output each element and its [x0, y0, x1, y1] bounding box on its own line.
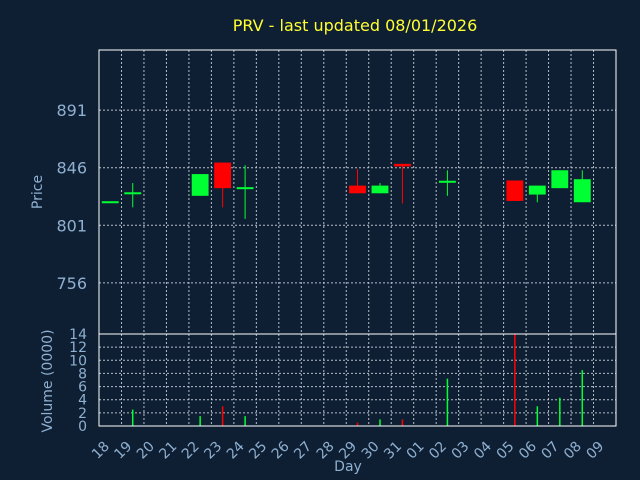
price-tick-labels: 756 801 846 891: [56, 101, 87, 293]
volume-bar: [131, 409, 134, 426]
day-tick-label: 03: [449, 439, 473, 463]
volume-bar: [379, 419, 381, 426]
price-tick-label: 756: [56, 274, 87, 293]
candles-group: [101, 162, 591, 219]
volume-tick-label: 12: [69, 340, 87, 356]
volume-tick-label: 8: [78, 366, 87, 382]
day-tick-label: 21: [156, 439, 180, 463]
volume-bar: [244, 416, 246, 426]
volume-axis-label: Volume (0000): [40, 329, 56, 432]
volume-tick-label: 4: [78, 393, 87, 409]
price-tick-label: 891: [56, 101, 87, 120]
volume-bar: [401, 419, 404, 426]
day-tick-label: 19: [111, 439, 135, 463]
candle-body: [438, 180, 456, 183]
volume-bar: [536, 406, 539, 426]
candle-body: [124, 192, 142, 195]
day-tick-labels: 1819202122232425262728293031010203040506…: [89, 439, 607, 463]
volume-bar: [581, 370, 584, 426]
candle-body: [236, 187, 254, 190]
volume-bar: [446, 378, 449, 426]
volume-bar: [559, 397, 561, 426]
day-tick-label: 26: [269, 439, 293, 463]
candle-body: [191, 174, 209, 196]
chart-title: PRV - last updated 08/01/2026: [233, 16, 478, 35]
volume-tick-label: 14: [69, 327, 87, 343]
candle-body: [528, 185, 546, 195]
candle-body: [214, 162, 232, 189]
day-tick-label: 24: [224, 439, 248, 463]
day-tick-label: 27: [291, 439, 315, 463]
candle-body: [101, 201, 119, 204]
volume-bar: [514, 334, 516, 426]
day-tick-label: 20: [134, 439, 158, 463]
volume-bar: [199, 416, 201, 426]
price-tick-label: 846: [56, 159, 87, 178]
day-tick-label: 05: [494, 439, 518, 463]
volume-tick-label: 6: [78, 380, 87, 396]
volume-tick-label: 0: [78, 419, 87, 435]
price-axis-label: Price: [30, 175, 46, 209]
price-tick-label: 801: [56, 216, 87, 235]
candle-body: [394, 163, 411, 167]
day-tick-label: 06: [516, 439, 540, 463]
volume-tick-label: 10: [69, 353, 87, 369]
day-tick-label: 25: [246, 439, 270, 463]
volume-bar: [356, 422, 359, 426]
day-tick-label: 07: [539, 439, 563, 463]
candle-body: [349, 185, 366, 194]
volume-bars-group: [131, 334, 584, 426]
volume-panel-frame: [98, 333, 617, 427]
candle-body: [371, 185, 389, 194]
day-tick-label: 31: [381, 439, 405, 463]
day-tick-label: 23: [201, 439, 225, 463]
day-tick-label: 08: [561, 439, 585, 463]
candle-body: [506, 180, 524, 201]
day-tick-label: 22: [179, 439, 203, 463]
volume-bar: [221, 406, 224, 426]
day-tick-label: 18: [89, 439, 113, 463]
volume-tick-label: 2: [78, 406, 87, 422]
day-tick-label: 04: [471, 439, 495, 463]
day-tick-label: 30: [359, 439, 383, 463]
volume-grid: [99, 334, 616, 426]
day-tick-label: 09: [584, 439, 608, 463]
candle-body: [573, 179, 591, 203]
day-tick-label: 02: [426, 439, 450, 463]
day-tick-label: 01: [404, 439, 428, 463]
price-grid: [99, 50, 616, 334]
x-axis-label: Day: [334, 459, 362, 475]
candle-body: [551, 170, 569, 189]
